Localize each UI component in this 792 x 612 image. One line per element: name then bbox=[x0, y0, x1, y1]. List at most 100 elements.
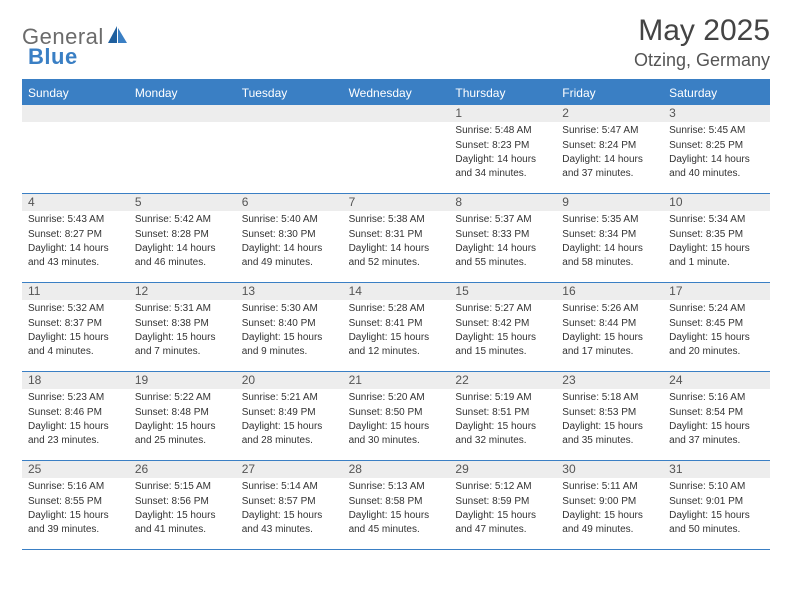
sunset-text: Sunset: 8:35 PM bbox=[669, 228, 764, 242]
day-number-row: 5 bbox=[129, 194, 236, 211]
day-content: Sunrise: 5:38 AMSunset: 8:31 PMDaylight:… bbox=[343, 211, 450, 274]
weekday-header: Wednesday bbox=[343, 81, 450, 105]
sunrise-text: Sunrise: 5:32 AM bbox=[28, 302, 123, 316]
daylight-text: Daylight: 15 hours and 45 minutes. bbox=[349, 509, 444, 536]
daylight-text: Daylight: 15 hours and 41 minutes. bbox=[135, 509, 230, 536]
sunrise-text: Sunrise: 5:37 AM bbox=[455, 213, 550, 227]
day-number-row: 6 bbox=[236, 194, 343, 211]
day-number-row: 28 bbox=[343, 461, 450, 478]
day-number: 30 bbox=[562, 461, 575, 477]
day-cell: 19Sunrise: 5:22 AMSunset: 8:48 PMDayligh… bbox=[129, 372, 236, 460]
sunset-text: Sunset: 8:55 PM bbox=[28, 495, 123, 509]
day-content: Sunrise: 5:12 AMSunset: 8:59 PMDaylight:… bbox=[449, 478, 556, 541]
daylight-text: Daylight: 15 hours and 37 minutes. bbox=[669, 420, 764, 447]
day-number-row: 12 bbox=[129, 283, 236, 300]
sunrise-text: Sunrise: 5:18 AM bbox=[562, 391, 657, 405]
daylight-text: Daylight: 14 hours and 49 minutes. bbox=[242, 242, 337, 269]
day-number-row: 23 bbox=[556, 372, 663, 389]
day-content bbox=[343, 122, 450, 128]
day-number-row: 21 bbox=[343, 372, 450, 389]
day-content: Sunrise: 5:48 AMSunset: 8:23 PMDaylight:… bbox=[449, 122, 556, 185]
day-number-row: 11 bbox=[22, 283, 129, 300]
day-number-row: 20 bbox=[236, 372, 343, 389]
sunrise-text: Sunrise: 5:45 AM bbox=[669, 124, 764, 138]
day-content: Sunrise: 5:23 AMSunset: 8:46 PMDaylight:… bbox=[22, 389, 129, 452]
logo-text-blue: Blue bbox=[28, 44, 78, 69]
daylight-text: Daylight: 15 hours and 30 minutes. bbox=[349, 420, 444, 447]
location: Otzing, Germany bbox=[634, 50, 770, 71]
day-number-row: 1 bbox=[449, 105, 556, 122]
weeks-container: 1Sunrise: 5:48 AMSunset: 8:23 PMDaylight… bbox=[22, 105, 770, 550]
sunset-text: Sunset: 8:58 PM bbox=[349, 495, 444, 509]
daylight-text: Daylight: 15 hours and 35 minutes. bbox=[562, 420, 657, 447]
daylight-text: Daylight: 15 hours and 49 minutes. bbox=[562, 509, 657, 536]
sunset-text: Sunset: 8:33 PM bbox=[455, 228, 550, 242]
daylight-text: Daylight: 15 hours and 50 minutes. bbox=[669, 509, 764, 536]
day-number: 6 bbox=[242, 194, 249, 210]
day-number: 2 bbox=[562, 105, 569, 121]
sunrise-text: Sunrise: 5:23 AM bbox=[28, 391, 123, 405]
day-number-row: 4 bbox=[22, 194, 129, 211]
day-content bbox=[22, 122, 129, 128]
day-cell: 7Sunrise: 5:38 AMSunset: 8:31 PMDaylight… bbox=[343, 194, 450, 282]
day-number-row: 2 bbox=[556, 105, 663, 122]
sunrise-text: Sunrise: 5:48 AM bbox=[455, 124, 550, 138]
day-content: Sunrise: 5:31 AMSunset: 8:38 PMDaylight:… bbox=[129, 300, 236, 363]
day-number: 28 bbox=[349, 461, 362, 477]
day-number: 9 bbox=[562, 194, 569, 210]
day-cell bbox=[343, 105, 450, 193]
sunrise-text: Sunrise: 5:34 AM bbox=[669, 213, 764, 227]
sunrise-text: Sunrise: 5:24 AM bbox=[669, 302, 764, 316]
sunrise-text: Sunrise: 5:28 AM bbox=[349, 302, 444, 316]
week-row: 1Sunrise: 5:48 AMSunset: 8:23 PMDaylight… bbox=[22, 105, 770, 194]
day-cell: 26Sunrise: 5:15 AMSunset: 8:56 PMDayligh… bbox=[129, 461, 236, 549]
day-content bbox=[129, 122, 236, 128]
sunset-text: Sunset: 8:24 PM bbox=[562, 139, 657, 153]
day-cell: 18Sunrise: 5:23 AMSunset: 8:46 PMDayligh… bbox=[22, 372, 129, 460]
day-number-row: 19 bbox=[129, 372, 236, 389]
day-content: Sunrise: 5:30 AMSunset: 8:40 PMDaylight:… bbox=[236, 300, 343, 363]
day-cell: 20Sunrise: 5:21 AMSunset: 8:49 PMDayligh… bbox=[236, 372, 343, 460]
title-block: May 2025 Otzing, Germany bbox=[634, 14, 770, 71]
sunset-text: Sunset: 8:46 PM bbox=[28, 406, 123, 420]
week-row: 25Sunrise: 5:16 AMSunset: 8:55 PMDayligh… bbox=[22, 461, 770, 550]
day-number-row: 26 bbox=[129, 461, 236, 478]
sunrise-text: Sunrise: 5:14 AM bbox=[242, 480, 337, 494]
day-number: 21 bbox=[349, 372, 362, 388]
day-number: 24 bbox=[669, 372, 682, 388]
day-cell: 14Sunrise: 5:28 AMSunset: 8:41 PMDayligh… bbox=[343, 283, 450, 371]
day-number: 8 bbox=[455, 194, 462, 210]
daylight-text: Daylight: 14 hours and 40 minutes. bbox=[669, 153, 764, 180]
day-number: 13 bbox=[242, 283, 255, 299]
day-cell: 27Sunrise: 5:14 AMSunset: 8:57 PMDayligh… bbox=[236, 461, 343, 549]
day-content: Sunrise: 5:15 AMSunset: 8:56 PMDaylight:… bbox=[129, 478, 236, 541]
sunset-text: Sunset: 9:00 PM bbox=[562, 495, 657, 509]
day-content: Sunrise: 5:10 AMSunset: 9:01 PMDaylight:… bbox=[663, 478, 770, 541]
sunset-text: Sunset: 9:01 PM bbox=[669, 495, 764, 509]
day-number-row: 24 bbox=[663, 372, 770, 389]
sunrise-text: Sunrise: 5:21 AM bbox=[242, 391, 337, 405]
sunset-text: Sunset: 8:28 PM bbox=[135, 228, 230, 242]
day-cell: 31Sunrise: 5:10 AMSunset: 9:01 PMDayligh… bbox=[663, 461, 770, 549]
sunrise-text: Sunrise: 5:26 AM bbox=[562, 302, 657, 316]
month-title: May 2025 bbox=[634, 14, 770, 48]
day-number: 5 bbox=[135, 194, 142, 210]
sunrise-text: Sunrise: 5:22 AM bbox=[135, 391, 230, 405]
day-content: Sunrise: 5:27 AMSunset: 8:42 PMDaylight:… bbox=[449, 300, 556, 363]
daylight-text: Daylight: 15 hours and 25 minutes. bbox=[135, 420, 230, 447]
sunset-text: Sunset: 8:50 PM bbox=[349, 406, 444, 420]
day-number: 20 bbox=[242, 372, 255, 388]
day-number: 17 bbox=[669, 283, 682, 299]
day-number: 3 bbox=[669, 105, 676, 121]
sunrise-text: Sunrise: 5:15 AM bbox=[135, 480, 230, 494]
day-number: 25 bbox=[28, 461, 41, 477]
day-content: Sunrise: 5:35 AMSunset: 8:34 PMDaylight:… bbox=[556, 211, 663, 274]
sunrise-text: Sunrise: 5:10 AM bbox=[669, 480, 764, 494]
sunset-text: Sunset: 8:53 PM bbox=[562, 406, 657, 420]
day-number: 23 bbox=[562, 372, 575, 388]
sunset-text: Sunset: 8:38 PM bbox=[135, 317, 230, 331]
sunset-text: Sunset: 8:41 PM bbox=[349, 317, 444, 331]
daylight-text: Daylight: 14 hours and 55 minutes. bbox=[455, 242, 550, 269]
sunset-text: Sunset: 8:37 PM bbox=[28, 317, 123, 331]
day-content: Sunrise: 5:32 AMSunset: 8:37 PMDaylight:… bbox=[22, 300, 129, 363]
